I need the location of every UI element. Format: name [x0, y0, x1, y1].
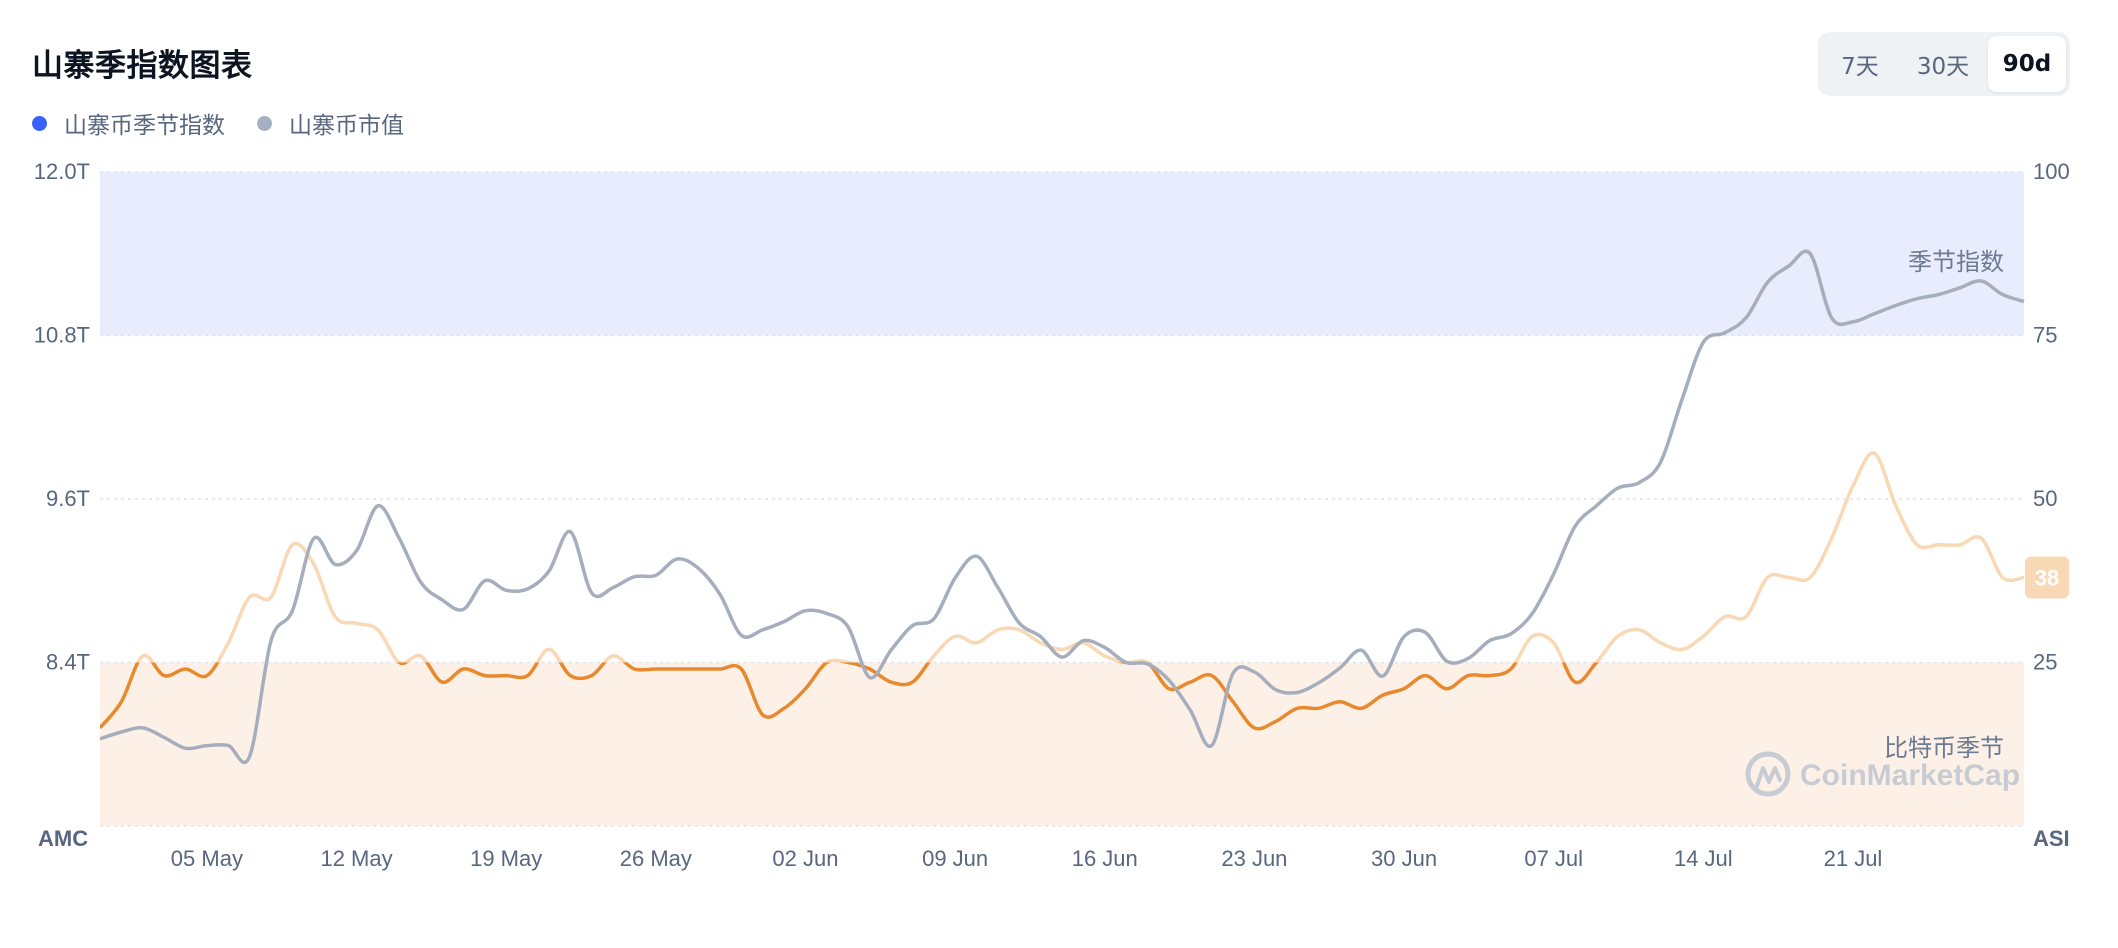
range-7d-button[interactable]: 7天: [1841, 54, 1879, 80]
right-axis-tick-label: 50: [2033, 486, 2057, 511]
current-asi-badge-value: 38: [2035, 565, 2059, 590]
coinmarketcap-logo-wave: [1755, 766, 1782, 788]
legend-dot-icon: [257, 115, 272, 131]
x-axis-tick-label: 16 Jun: [1072, 846, 1138, 871]
x-axis-tick-label: 14 Jul: [1674, 846, 1733, 871]
x-axis-tick-label: 02 Jun: [772, 846, 838, 871]
altcoin-season-zone-label: 季节指数: [1908, 248, 2004, 276]
x-axis-tick-label: 05 May: [171, 846, 243, 871]
x-axis-tick-label: 07 Jul: [1524, 846, 1583, 871]
watermark-text: CoinMarketCap: [1800, 759, 2020, 792]
zones-layer: [100, 172, 2024, 826]
asi-line-above-25: [135, 451, 2024, 663]
range-30d-button[interactable]: 30天: [1916, 54, 1970, 80]
lines-layer: [99, 249, 2025, 765]
labels-layer: 12.0T 10.8T 9.6T 8.4T 100 75 50 25 AMC ASI 05 May 1…: [34, 159, 2070, 871]
legend-label-amc: 山寨币市值: [289, 113, 404, 139]
time-range-selector: 7天 30天 90d: [1818, 32, 2070, 96]
bitcoin-season-zone-label: 比特币季节: [1884, 734, 2004, 762]
x-axis-tick-label: 12 May: [320, 846, 392, 871]
left-axis-tick-label: 12.0T: [34, 159, 90, 184]
right-axis-tick-label: 100: [2033, 159, 2070, 184]
right-axis-tick-label: 75: [2033, 323, 2057, 348]
right-axis-tick-label: 25: [2033, 650, 2057, 675]
legend-item-asi[interactable]: 山寨币季节指数: [32, 106, 225, 140]
bitcoin-season-zone: [100, 662, 2024, 826]
amc-line: [99, 249, 2025, 765]
x-axis-tick-label: 26 May: [620, 846, 692, 871]
x-axis-tick-label: 09 Jun: [922, 846, 988, 871]
grid-layer: [100, 171, 2024, 827]
altcoin-season-zone: [100, 172, 2024, 336]
x-axis-tick-label: 23 Jun: [1221, 846, 1287, 871]
chart-legend: 山寨币季节指数 山寨币市值: [32, 106, 436, 140]
right-axis-title: ASI: [2033, 826, 2070, 851]
left-axis-tick-label: 8.4T: [46, 650, 90, 675]
coinmarketcap-watermark: CoinMarketCap: [1745, 751, 2020, 797]
current-asi-badge: [2025, 556, 2069, 599]
left-axis-tick-label: 9.6T: [46, 486, 90, 511]
legend-item-amc[interactable]: 山寨币市值: [257, 106, 404, 140]
x-axis-tick-label: 19 May: [470, 846, 542, 871]
chart-title: 山寨季指数图表: [32, 48, 253, 84]
left-axis-tick-label: 10.8T: [34, 323, 90, 348]
x-axis-tick-label: 21 Jul: [1824, 846, 1883, 871]
coinmarketcap-logo-icon: [1745, 751, 1791, 797]
range-90d-button[interactable]: 90d: [1988, 36, 2066, 92]
x-axis-tick-label: 30 Jun: [1371, 846, 1437, 871]
legend-label-asi: 山寨币季节指数: [64, 113, 225, 139]
left-axis-title: AMC: [38, 826, 88, 851]
legend-dot-icon: [32, 115, 47, 131]
